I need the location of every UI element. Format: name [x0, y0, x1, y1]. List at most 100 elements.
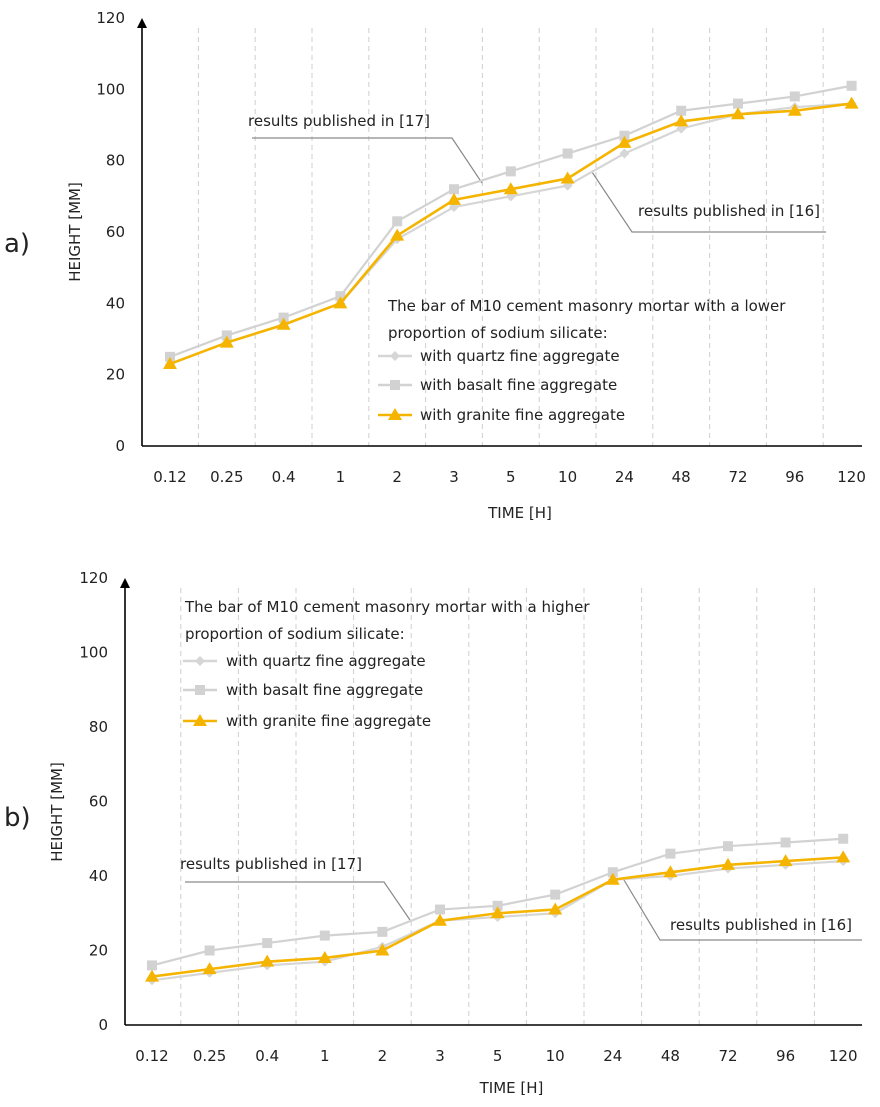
annotation-label: results published in [16]	[638, 202, 820, 220]
chart-panel-a: 0 20 40 60 80 100 120 0.12 0.25 0.4 1 2 3 5 10 24 48 72 96…	[4, 9, 866, 522]
x-tick-label: 72	[728, 468, 747, 486]
data-point-granite	[778, 854, 793, 867]
data-point-granite	[390, 228, 405, 241]
annotation-label: results published in [17]	[180, 855, 362, 873]
data-point-basalt	[204, 945, 215, 956]
x-tick-label: 5	[493, 1047, 503, 1065]
x-tick-label: 48	[661, 1047, 680, 1065]
chart-panel-b: 0 20 40 60 80 100 120 0.12 0.25 0.4 1 2 3 5 10 24 48 72 96…	[4, 569, 862, 1097]
data-point-quartz	[390, 351, 400, 361]
y-tick-label: 100	[79, 644, 108, 662]
x-tick-label: 0.25	[193, 1047, 226, 1065]
data-point-granite	[202, 962, 217, 975]
data-point-granite	[663, 865, 678, 878]
data-point-basalt	[607, 867, 618, 878]
data-point-basalt	[165, 351, 175, 362]
y-tick-label: 40	[106, 294, 125, 312]
data-point-basalt	[262, 938, 273, 949]
data-point-granite	[333, 296, 348, 309]
x-tick-label: 10	[546, 1047, 565, 1065]
data-point-granite	[260, 954, 275, 967]
y-tick-label: 100	[96, 80, 125, 98]
x-tick-label: 1	[320, 1047, 330, 1065]
x-tick-label: 1	[336, 468, 346, 486]
x-tick-label: 3	[449, 468, 459, 486]
data-point-granite	[163, 356, 177, 369]
data-point-granite	[731, 107, 745, 120]
legend-entry-label: with basalt fine aggregate	[420, 376, 617, 394]
data-point-basalt	[733, 98, 743, 109]
data-point-granite	[276, 317, 291, 330]
data-point-basalt	[492, 900, 503, 911]
data-point-granite	[605, 872, 620, 885]
data-point-basalt	[619, 130, 630, 141]
data-point-granite	[447, 192, 461, 205]
data-point-granite	[844, 96, 859, 109]
data-point-basalt	[390, 380, 400, 390]
x-tick-label: 5	[506, 468, 516, 486]
data-point-granite	[674, 114, 689, 127]
data-point-basalt	[278, 312, 289, 323]
x-tick-label: 3	[435, 1047, 445, 1065]
data-point-basalt	[676, 105, 687, 116]
data-point-basalt	[550, 889, 561, 900]
x-tick-label: 120	[837, 468, 866, 486]
legend-entry-label: with granite fine aggregate	[226, 712, 431, 730]
x-tick-label: 2	[392, 468, 402, 486]
x-tick-label: 72	[718, 1047, 737, 1065]
panel-label: a)	[4, 229, 30, 259]
data-point-basalt	[392, 216, 403, 227]
data-point-granite	[503, 182, 518, 195]
legend-entry-label: with quartz fine aggregate	[226, 652, 426, 670]
x-tick-label: 0.12	[135, 1047, 168, 1065]
y-tick-label: 20	[89, 942, 108, 960]
data-point-granite	[375, 943, 390, 956]
x-axis-title: TIME [H]	[479, 1079, 544, 1097]
x-tick-label: 96	[785, 468, 804, 486]
y-axis-title: HEIGHT [MM]	[66, 182, 84, 282]
data-point-basalt	[846, 80, 857, 91]
data-point-basalt	[377, 926, 388, 937]
x-tick-label: 48	[672, 468, 691, 486]
data-point-basalt	[665, 848, 676, 859]
x-tick-label: 0.12	[153, 468, 186, 486]
series-triangle	[145, 850, 851, 982]
y-tick-label: 80	[106, 152, 125, 170]
y-tick-label: 80	[89, 718, 108, 736]
y-tick-label: 40	[89, 867, 108, 885]
x-tick-label: 0.25	[210, 468, 243, 486]
y-tick-label: 0	[115, 437, 125, 455]
data-point-granite	[836, 850, 851, 863]
data-point-basalt	[562, 148, 573, 159]
y-axis-arrow-icon	[120, 578, 130, 588]
x-tick-label: 24	[615, 468, 634, 486]
y-tick-label: 120	[79, 569, 108, 587]
x-tick-label: 24	[603, 1047, 622, 1065]
data-point-basalt	[838, 833, 849, 844]
data-point-granite	[560, 171, 575, 184]
annotation-label: results published in [16]	[670, 916, 852, 934]
data-point-quartz	[619, 148, 630, 159]
legend: The bar of M10 cement masonry mortar wit…	[183, 598, 590, 730]
data-point-granite	[490, 906, 505, 919]
annotation-label: results published in [17]	[248, 112, 430, 130]
legend-entry-label: with basalt fine aggregate	[226, 681, 423, 699]
legend: The bar of M10 cement masonry mortar wit…	[378, 297, 786, 424]
annotation-callout-line	[252, 137, 483, 184]
data-point-basalt	[195, 685, 205, 695]
data-point-basalt	[780, 837, 791, 848]
y-tick-label: 120	[96, 9, 125, 27]
y-tick-label: 0	[98, 1016, 108, 1034]
annotation-callout-line	[623, 879, 862, 941]
data-point-basalt	[789, 91, 800, 102]
data-point-granite	[548, 902, 563, 915]
data-point-granite	[721, 857, 735, 870]
series-square	[165, 80, 857, 362]
y-tick-label: 60	[106, 223, 125, 241]
legend-title-line: proportion of sodium silicate:	[185, 625, 405, 643]
x-tick-label: 0.4	[272, 468, 296, 486]
y-axis-arrow-icon	[137, 18, 147, 28]
legend-title-line: The bar of M10 cement masonry mortar wit…	[387, 297, 786, 315]
data-point-granite	[219, 335, 234, 348]
x-tick-label: 10	[558, 468, 577, 486]
